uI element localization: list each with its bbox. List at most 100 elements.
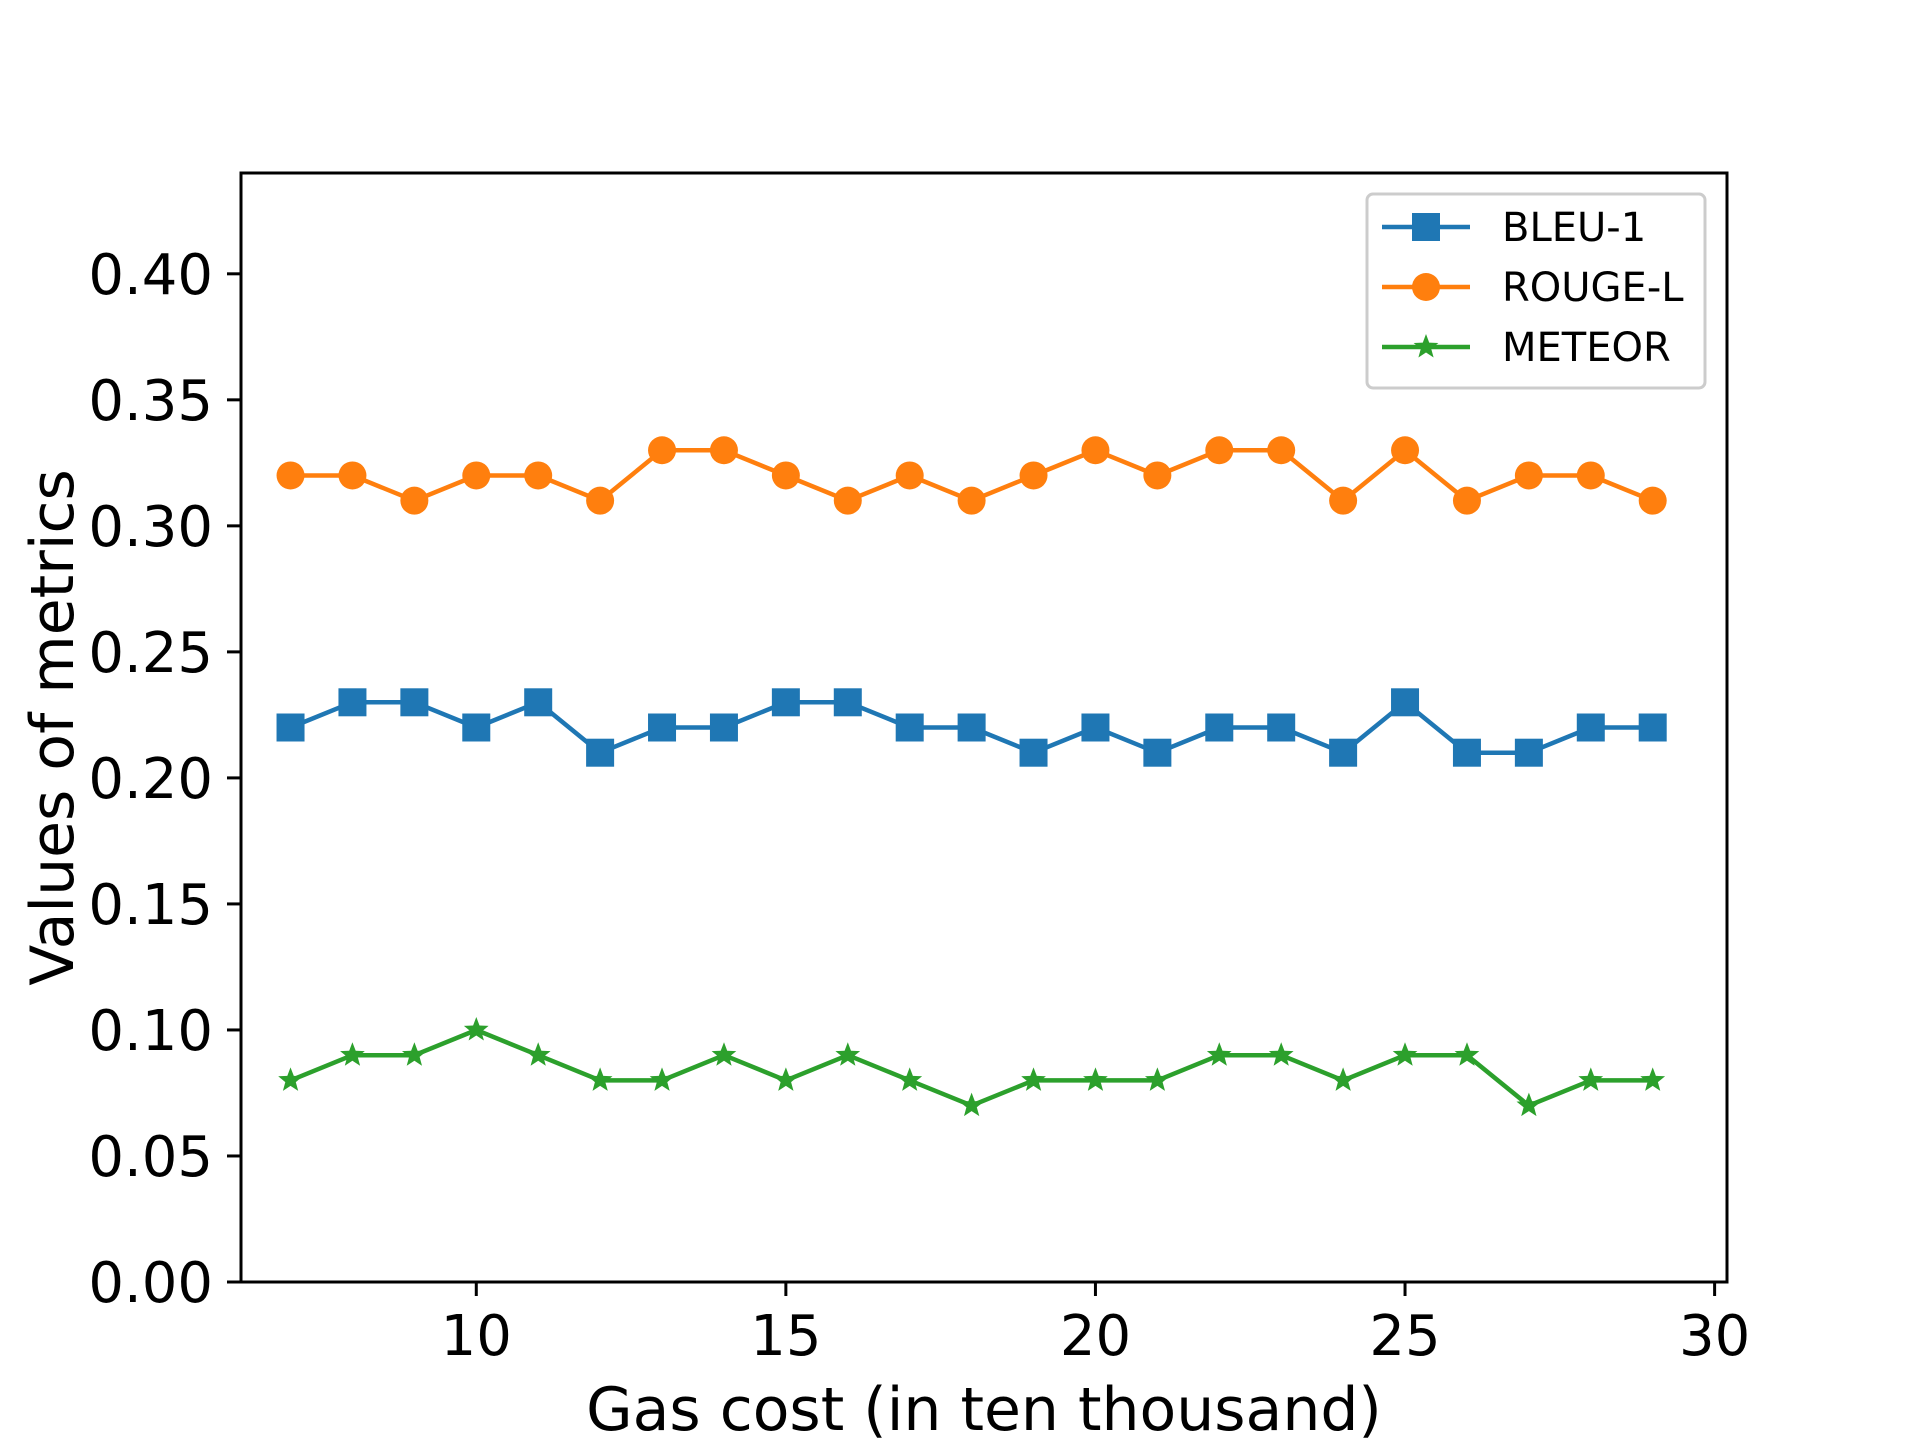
series-layer	[276, 436, 1667, 1117]
y-tick-label: 0.20	[88, 747, 213, 812]
data-point	[462, 461, 491, 490]
data-point	[1454, 1042, 1480, 1066]
legend: BLEU-1 ROUGE-L METEOR	[1365, 192, 1707, 390]
data-point	[833, 486, 862, 515]
data-point	[525, 1042, 551, 1066]
data-point	[340, 1042, 365, 1066]
y-tick-label: 0.40	[88, 243, 213, 308]
data-point	[835, 1042, 861, 1066]
data-point	[1143, 738, 1172, 767]
data-point	[895, 461, 924, 490]
data-point	[1143, 461, 1172, 490]
data-point	[1514, 738, 1543, 767]
data-point	[1019, 461, 1048, 490]
series-bleu-1	[276, 688, 1667, 767]
legend-item: METEOR	[1382, 325, 1671, 371]
data-point	[402, 1042, 427, 1066]
data-point	[711, 1042, 737, 1066]
data-point	[959, 1092, 984, 1117]
data-point	[1267, 436, 1296, 465]
legend-label: METEOR	[1502, 325, 1671, 371]
data-point	[1021, 1067, 1046, 1091]
data-point	[1083, 1067, 1108, 1091]
data-point	[771, 688, 800, 717]
series-rouge-l	[276, 436, 1667, 515]
data-point	[278, 1067, 303, 1091]
data-point	[1329, 738, 1358, 767]
data-point	[1391, 436, 1420, 465]
x-axis-title: Gas cost (in ten thousand)	[586, 1375, 1382, 1440]
x-tick-label: 15	[750, 1304, 821, 1369]
data-point	[1638, 486, 1667, 515]
legend-label: ROUGE-L	[1502, 265, 1684, 311]
x-tick-label: 10	[441, 1304, 512, 1369]
data-point	[587, 1067, 613, 1091]
data-point	[648, 713, 677, 742]
data-point	[1514, 461, 1543, 490]
data-point	[1392, 1042, 1418, 1066]
data-point	[1452, 738, 1481, 767]
data-point	[1576, 713, 1605, 742]
data-point	[897, 1067, 923, 1091]
data-point	[1205, 436, 1234, 465]
legend-marker	[1412, 213, 1440, 241]
y-axis-title: Values of metrics	[18, 469, 88, 985]
data-point	[1268, 1042, 1294, 1066]
data-point	[709, 713, 738, 742]
data-point	[1638, 713, 1667, 742]
y-axis: 0.00 0.05 0.10 0.15 0.20 0.25 0.30 0.35 0.40	[88, 243, 241, 1316]
data-point	[773, 1067, 799, 1091]
data-point	[1516, 1092, 1542, 1117]
legend-item: ROUGE-L	[1382, 265, 1684, 311]
data-point	[1640, 1067, 1666, 1091]
data-point	[1205, 713, 1234, 742]
y-tick-label: 0.00	[88, 1251, 213, 1316]
y-tick-label: 0.30	[88, 495, 213, 560]
legend-label: BLEU-1	[1502, 205, 1646, 251]
data-point	[957, 713, 986, 742]
data-point	[524, 688, 553, 717]
data-point	[1330, 1067, 1356, 1091]
data-point	[276, 713, 305, 742]
data-point	[1391, 688, 1420, 717]
data-point	[957, 486, 986, 515]
data-point	[1019, 738, 1048, 767]
data-point	[586, 486, 615, 515]
data-point	[1329, 486, 1358, 515]
x-tick-label: 25	[1369, 1304, 1440, 1369]
y-tick-label: 0.10	[88, 999, 213, 1064]
data-point	[1081, 436, 1110, 465]
plot-frame	[239, 171, 1729, 1284]
data-point	[709, 436, 738, 465]
data-point	[895, 713, 924, 742]
data-point	[338, 461, 367, 490]
data-point	[276, 461, 305, 490]
legend-marker	[1413, 334, 1439, 358]
data-point	[649, 1067, 675, 1091]
legend-box	[1365, 192, 1707, 390]
x-tick-label: 20	[1060, 1304, 1131, 1369]
data-point	[524, 461, 553, 490]
data-point	[1206, 1042, 1232, 1066]
x-tick-label: 30	[1679, 1304, 1750, 1369]
data-point	[338, 688, 367, 717]
data-point	[833, 688, 862, 717]
data-point	[1267, 713, 1296, 742]
y-tick-label: 0.25	[88, 621, 213, 686]
series-meteor	[278, 1017, 1666, 1117]
legend-marker	[1412, 273, 1440, 301]
x-axis: 10 15 20 25 30	[441, 1282, 1750, 1369]
data-point	[1576, 461, 1605, 490]
data-point	[463, 1017, 489, 1041]
data-point	[462, 713, 491, 742]
y-tick-label: 0.15	[88, 873, 213, 938]
y-tick-label: 0.05	[88, 1125, 213, 1190]
data-point	[1452, 486, 1481, 515]
legend-item: BLEU-1	[1382, 205, 1646, 251]
data-point	[771, 461, 800, 490]
data-point	[648, 436, 677, 465]
data-point	[1145, 1067, 1170, 1091]
data-point	[1081, 713, 1110, 742]
